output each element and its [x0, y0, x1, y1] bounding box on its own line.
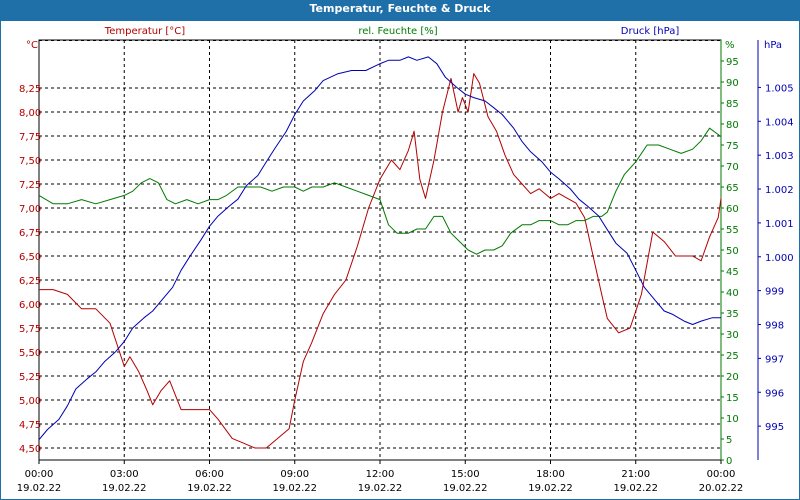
- x-tick-label-time: 18:00: [536, 469, 565, 480]
- y-tick-label-humidity: 90: [726, 78, 739, 89]
- y-tick-label-humidity: 15: [726, 393, 739, 404]
- y-tick-label-temperature: 8,00: [19, 108, 41, 119]
- y-tick-label-temperature: 6,25: [19, 276, 41, 287]
- y-tick-label-temperature: 7,75: [19, 132, 41, 143]
- x-tick-label-time: 00:00: [707, 469, 736, 480]
- series-line-temperature: [39, 73, 722, 449]
- y-tick-label-pressure: 1.001: [765, 219, 794, 230]
- y-tick-label-humidity: 95: [726, 57, 739, 68]
- x-tick-label-date: 19.02.22: [613, 483, 658, 494]
- y-tick-label-humidity: 65: [726, 183, 739, 194]
- x-tick-label-time: 00:00: [25, 469, 54, 480]
- series-line-pressure: [38, 56, 721, 441]
- y-tick-label-humidity: 10: [726, 414, 739, 425]
- y-tick-label-humidity: 40: [726, 288, 739, 299]
- legend-temperature: Temperatur [°C]: [104, 26, 185, 37]
- y-tick-label-humidity: 25: [726, 351, 739, 362]
- axis-unit-humidity: %: [725, 40, 735, 51]
- y-tick-label-humidity: 80: [726, 120, 739, 131]
- y-tick-label-temperature: 5,25: [19, 372, 41, 383]
- y-tick-label-humidity: 20: [726, 372, 739, 383]
- y-tick-label-humidity: 50: [726, 246, 739, 257]
- y-tick-label-pressure: 998: [765, 321, 784, 332]
- y-tick-label-humidity: 85: [726, 99, 739, 110]
- x-tick-label-time: 06:00: [195, 469, 224, 480]
- y-tick-label-pressure: 1.004: [765, 117, 794, 128]
- y-tick-label-humidity: 30: [726, 330, 739, 341]
- x-tick-label-date: 19.02.22: [358, 483, 403, 494]
- x-tick-label-time: 09:00: [280, 469, 309, 480]
- y-tick-label-humidity: 0: [726, 456, 732, 467]
- x-tick-label-time: 12:00: [366, 469, 395, 480]
- x-tick-label-time: 21:00: [621, 469, 650, 480]
- y-tick-label-temperature: 4,75: [19, 420, 41, 431]
- y-tick-label-pressure: 996: [765, 388, 784, 399]
- y-tick-label-humidity: 45: [726, 267, 739, 278]
- y-tick-label-pressure: 997: [765, 354, 784, 365]
- tick-labels: 00:00 19.02.22 03:00 19.02.22 06:00 19.02.22 0…: [17, 57, 794, 494]
- y-tick-label-humidity: 60: [726, 204, 739, 215]
- y-tick-label-temperature: 6,00: [19, 300, 41, 311]
- axis-unit-left: °C: [26, 40, 38, 51]
- x-tick-label-date: 19.02.22: [528, 483, 573, 494]
- axes: [38, 39, 761, 464]
- x-tick-label-date: 19.02.22: [443, 483, 488, 494]
- grid-lines: [39, 40, 721, 460]
- y-tick-label-pressure: 1.003: [765, 151, 794, 162]
- y-tick-label-pressure: 999: [765, 287, 784, 298]
- window-title: Temperatur, Feuchte & Druck: [0, 0, 800, 20]
- y-tick-label-pressure: 1.000: [765, 253, 794, 264]
- y-tick-label-temperature: 7,25: [19, 180, 41, 191]
- y-tick-label-temperature: 6,50: [19, 252, 41, 263]
- y-tick-label-temperature: 5,50: [19, 348, 41, 359]
- y-tick-label-temperature: 5,75: [19, 324, 41, 335]
- legend-pressure: Druck [hPa]: [621, 26, 680, 37]
- x-tick-label-date: 19.02.22: [272, 483, 317, 494]
- y-tick-label-temperature: 6,75: [19, 228, 41, 239]
- legend-humidity: rel. Feuchte [%]: [358, 26, 437, 37]
- y-tick-label-humidity: 35: [726, 309, 739, 320]
- x-tick-label-date: 19.02.22: [187, 483, 232, 494]
- y-tick-label-temperature: 7,50: [19, 156, 41, 167]
- y-tick-label-temperature: 8,25: [19, 84, 41, 95]
- axis-unit-pressure: hPa: [764, 40, 782, 51]
- series-line-humidity: [38, 127, 722, 255]
- x-tick-label-date: 20.02.22: [699, 483, 744, 494]
- y-tick-label-pressure: 1.005: [765, 83, 794, 94]
- y-tick-label-humidity: 5: [726, 435, 732, 446]
- y-tick-label-temperature: 7,00: [19, 204, 41, 215]
- x-tick-label-date: 19.02.22: [102, 483, 147, 494]
- x-tick-label-time: 03:00: [110, 469, 139, 480]
- y-tick-label-temperature: 5,00: [19, 396, 41, 407]
- y-tick-label-pressure: 995: [765, 422, 784, 433]
- x-tick-label-time: 15:00: [451, 469, 480, 480]
- y-tick-label-humidity: 75: [726, 141, 739, 152]
- data-series: [38, 56, 722, 449]
- y-tick-label-humidity: 70: [726, 162, 739, 173]
- y-tick-label-temperature: 4,50: [19, 444, 41, 455]
- y-tick-label-humidity: 55: [726, 225, 739, 236]
- y-tick-label-pressure: 1.002: [765, 185, 794, 196]
- x-tick-label-date: 19.02.22: [17, 483, 62, 494]
